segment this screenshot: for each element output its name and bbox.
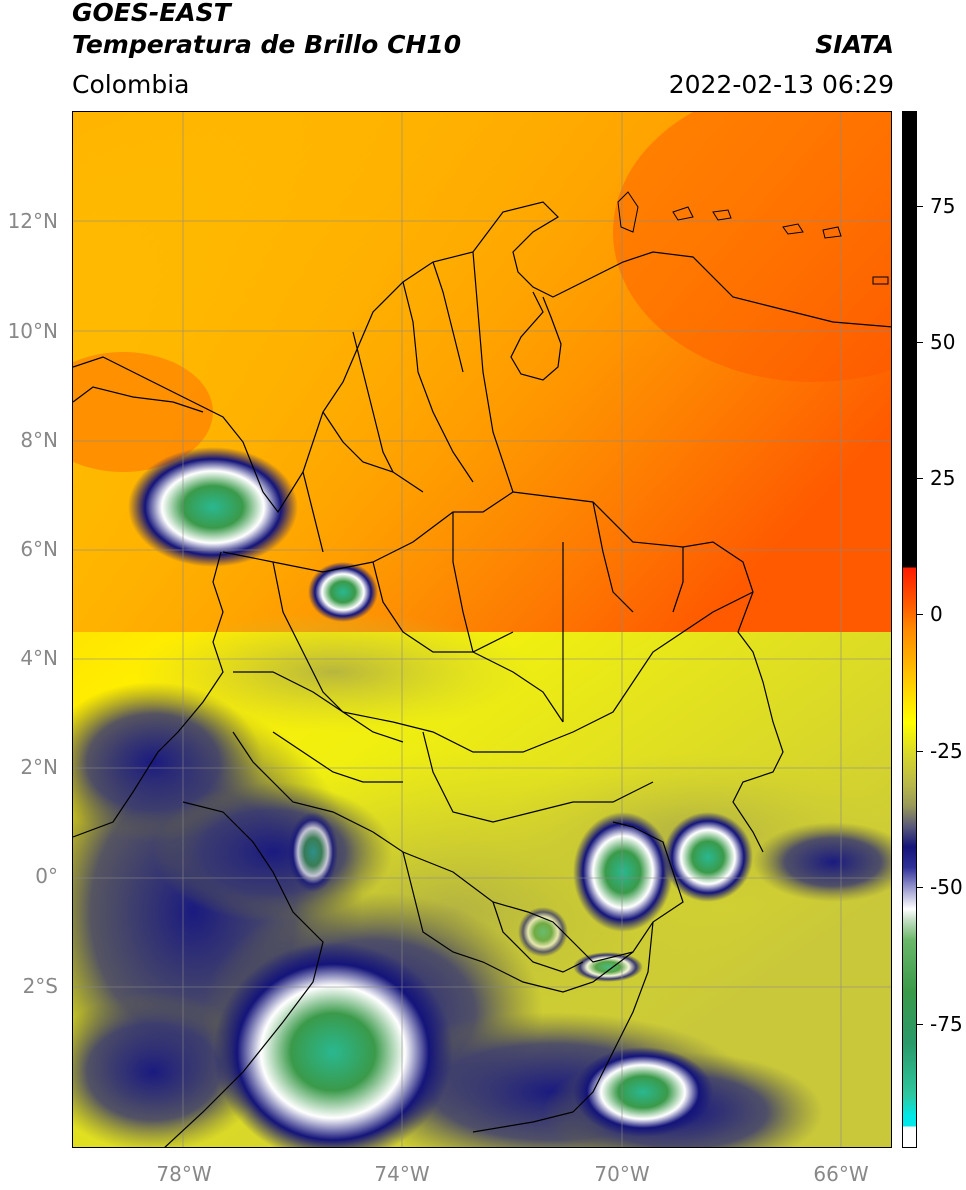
colorbar-tick-minus50 bbox=[917, 887, 923, 888]
colorbar-label-minus50: -50 bbox=[930, 875, 963, 899]
lat-label-0: 0° bbox=[35, 864, 58, 888]
satellite-title: GOES-EAST bbox=[72, 0, 231, 27]
lat-label-12n: 12°N bbox=[7, 209, 58, 233]
colorbar bbox=[902, 111, 917, 1148]
colorbar-label-75: 75 bbox=[930, 194, 956, 218]
lat-label-4n: 4°N bbox=[20, 646, 58, 670]
lat-label-6n: 6°N bbox=[20, 537, 58, 561]
lat-label-2s: 2°S bbox=[22, 974, 58, 998]
lat-label-10n: 10°N bbox=[7, 319, 58, 343]
region-label: Colombia bbox=[72, 70, 190, 99]
lon-label-74w: 74°W bbox=[374, 1162, 430, 1186]
satellite-map bbox=[72, 111, 892, 1148]
lon-label-70w: 70°W bbox=[594, 1162, 650, 1186]
colorbar-label-minus25: -25 bbox=[930, 739, 963, 763]
colorbar-tick-minus25 bbox=[917, 751, 923, 752]
colorbar-label-minus75: -75 bbox=[930, 1012, 963, 1036]
colorbar-label-25: 25 bbox=[930, 466, 956, 490]
lon-label-66w: 66°W bbox=[813, 1162, 869, 1186]
colorbar-tick-25 bbox=[917, 478, 923, 479]
brand-label: SIATA bbox=[815, 30, 894, 59]
lat-label-8n: 8°N bbox=[20, 428, 58, 452]
colorbar-tick-50 bbox=[917, 342, 923, 343]
timestamp-label: 2022-02-13 06:29 bbox=[668, 70, 894, 99]
colorbar-tick-0 bbox=[917, 614, 923, 615]
colorbar-label-0: 0 bbox=[930, 602, 943, 626]
colorbar-label-50: 50 bbox=[930, 330, 956, 354]
map-image bbox=[73, 112, 891, 1147]
lat-label-2n: 2°N bbox=[20, 755, 58, 779]
product-title: Temperatura de Brillo CH10 bbox=[72, 30, 462, 59]
colorbar-tick-minus75 bbox=[917, 1024, 923, 1025]
lon-label-78w: 78°W bbox=[156, 1162, 212, 1186]
colorbar-tick-75 bbox=[917, 206, 923, 207]
